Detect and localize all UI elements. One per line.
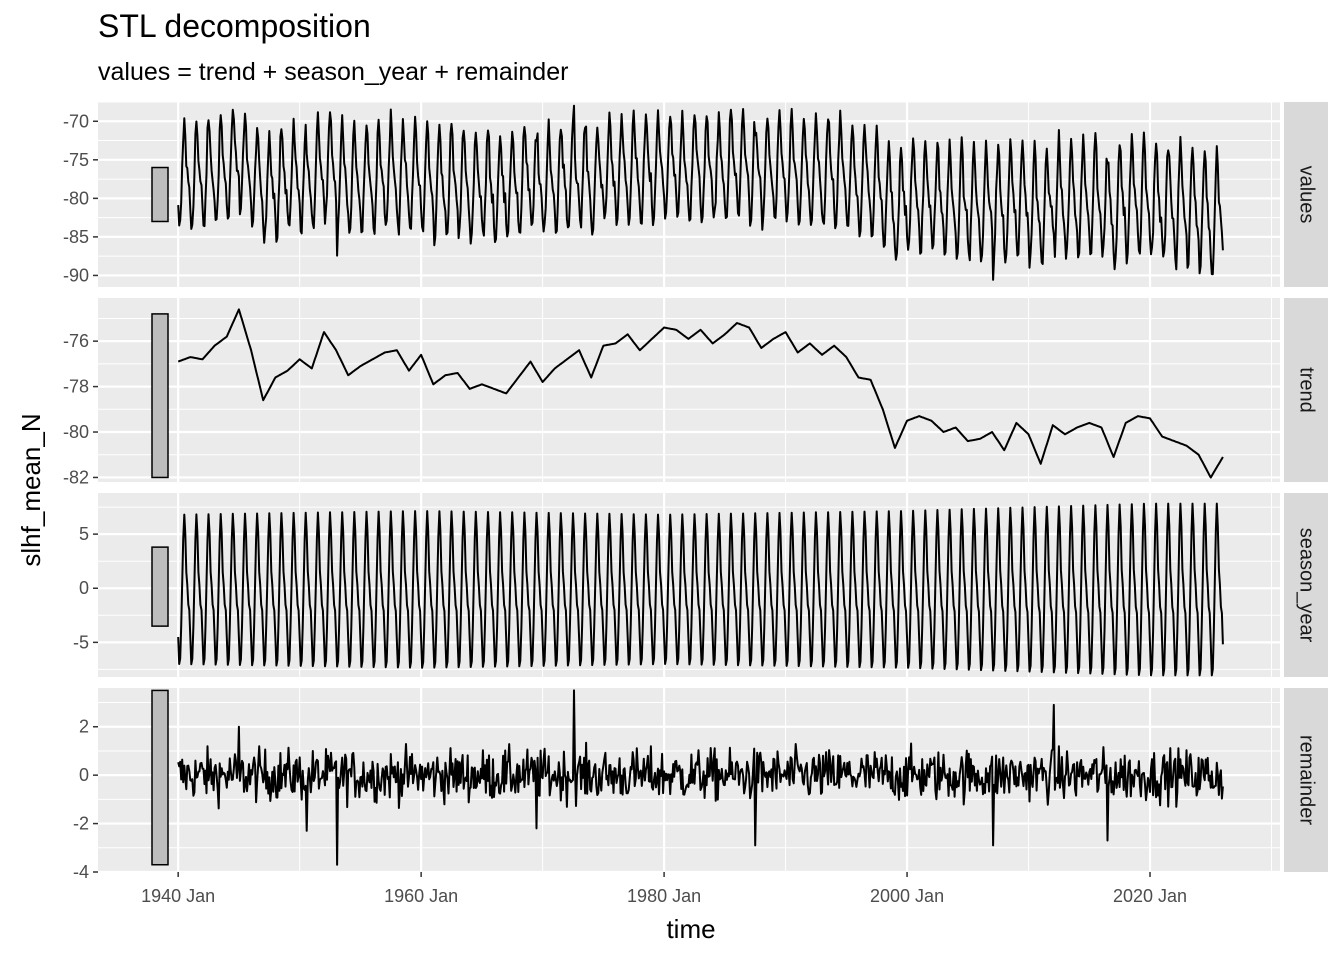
series-line-trend [177,308,1224,479]
strip-label-season_year: season_year [1296,528,1318,643]
y-tick-label: -75 [63,150,89,170]
x-tick-label: 2020 Jan [1113,886,1187,906]
x-tick-label: 1980 Jan [627,886,701,906]
y-tick-label: 5 [79,524,89,544]
y-tick-label: -80 [63,422,89,442]
x-tick-label: 1940 Jan [141,886,215,906]
y-tick-label: -76 [63,331,89,351]
y-tick-label: -70 [63,111,89,131]
y-tick-label: -80 [63,188,89,208]
y-tick-label: -78 [63,377,89,397]
series-line-season_year [177,502,1224,677]
y-tick-label: 2 [79,717,89,737]
strip-remainder [1284,688,1328,872]
strip-values [1284,102,1328,287]
chart-title: STL decomposition [98,8,371,44]
panel-background-trend [98,298,1280,482]
strip-season_year [1284,493,1328,677]
series-line-values [177,104,1224,281]
y-axis-title: slhf_mean_N [16,413,46,566]
chart-subtitle: values = trend + season_year + remainder [98,58,569,86]
x-tick-label: 2000 Jan [870,886,944,906]
x-tick-label: 1960 Jan [384,886,458,906]
y-tick-label: 0 [79,578,89,598]
x-axis-title: time [666,914,715,944]
scale-bar-season_year [151,546,169,627]
y-tick-label: -82 [63,467,89,487]
strip-label-values: values [1296,166,1318,224]
strip-label-trend: trend [1296,367,1318,413]
scale-bar-remainder [151,689,169,866]
y-tick-label: -4 [73,862,89,882]
y-tick-label: -85 [63,227,89,247]
strip-label-remainder: remainder [1296,735,1318,825]
scale-bar-values [151,166,169,223]
y-tick-label: -2 [73,814,89,834]
y-tick-label: -5 [73,632,89,652]
scale-bar-trend [151,313,169,479]
y-tick-label: -90 [63,265,89,285]
strip-trend [1284,298,1328,482]
y-tick-label: 0 [79,765,89,785]
series-line-remainder [177,689,1224,866]
